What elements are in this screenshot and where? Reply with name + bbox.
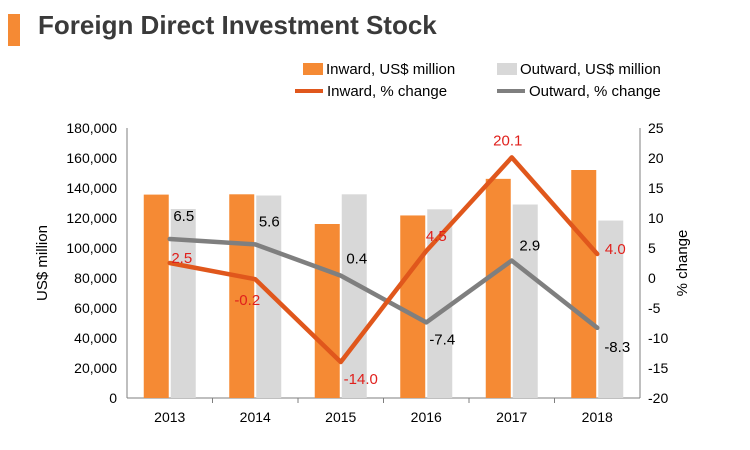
legend-swatch-1 [497,63,517,75]
x-tick-label: 2015 [325,409,356,425]
line-outward-pct-label-2014: 5.6 [259,213,280,230]
y-tick-left: 120,000 [66,210,117,226]
y-tick-right: -5 [648,300,661,316]
legend: Inward, US$ million Outward, US$ million I… [295,61,661,100]
x-tick-label: 2014 [240,409,271,425]
line-outward-pct-label-2018: -8.3 [604,339,630,356]
x-tick-label: 2017 [496,409,527,425]
x-tick-label: 2013 [154,409,185,425]
legend-label-3: Outward, % change [529,83,661,100]
line-inward-pct-label-2015: -14.0 [344,371,378,388]
bars [143,170,624,398]
bar-inward-2014 [229,194,255,398]
line-inward-pct-label-2016: 4.5 [426,228,447,245]
line-inward-pct-label-2013: 2.5 [171,250,192,267]
bar-outward-2018 [598,220,624,398]
line-inward-pct-label-2017: 20.1 [493,132,522,149]
y-tick-right: 0 [648,270,656,286]
bar-outward-2015 [341,194,367,398]
axes: 0 20,000 40,000 60,000 80,000 100,000 120,000 1… [34,120,691,425]
y-tick-left: 40,000 [74,330,117,346]
bar-outward-2016 [427,209,453,398]
y-tick-left: 180,000 [66,120,117,136]
bar-inward-2013 [143,194,169,398]
line-outward-pct-label-2015: 0.4 [346,251,367,268]
line-inward-pct-label-2014: -0.2 [234,292,260,309]
legend-label-1: Outward, US$ million [520,61,661,78]
y-axis-left-title: US$ million [34,225,51,301]
title-accent-bar [8,14,20,46]
chart-title: Foreign Direct Investment Stock [38,10,437,40]
y-tick-left: 100,000 [66,240,117,256]
y-tick-left: 140,000 [66,180,117,196]
y-tick-right: 20 [648,150,664,166]
y-tick-right: 5 [648,240,656,256]
x-tick-label: 2016 [411,409,442,425]
legend-label-0: Inward, US$ million [326,61,455,78]
line-outward-pct-label-2013: 6.5 [173,208,194,225]
bar-inward-2017 [485,178,511,398]
y-tick-left: 0 [109,390,117,406]
y-tick-left: 60,000 [74,300,117,316]
bar-inward-2015 [314,224,340,398]
bar-outward-2017 [512,204,538,398]
y-tick-right: -20 [648,390,668,406]
y-tick-left: 20,000 [74,360,117,376]
y-axis-right-title: % change [674,230,691,297]
bar-outward-2014 [256,195,282,398]
legend-label-2: Inward, % change [327,83,447,100]
line-outward-pct-label-2017: 2.9 [519,238,540,255]
y-tick-left: 80,000 [74,270,117,286]
y-tick-right: 15 [648,180,664,196]
line-inward-pct-label-2018: 4.0 [605,241,626,258]
lines [167,155,600,365]
bar-inward-2016 [400,215,426,398]
line-outward-pct-label-2016: -7.4 [429,331,455,348]
y-tick-left: 160,000 [66,150,117,166]
y-tick-right: 25 [648,120,664,136]
y-tick-right: 10 [648,210,664,226]
x-tick-label: 2018 [582,409,613,425]
line-outward-pct [167,236,600,331]
line-inward-pct [167,155,600,365]
bar-inward-2018 [571,170,597,398]
y-tick-right: -15 [648,360,668,376]
y-tick-right: -10 [648,330,668,346]
legend-swatch-0 [303,63,323,75]
data-labels: 2.5 -0.2 -14.0 4.5 20.1 4.0 6.5 5.6 0.4 -7.4 2.9 -8… [171,132,630,388]
